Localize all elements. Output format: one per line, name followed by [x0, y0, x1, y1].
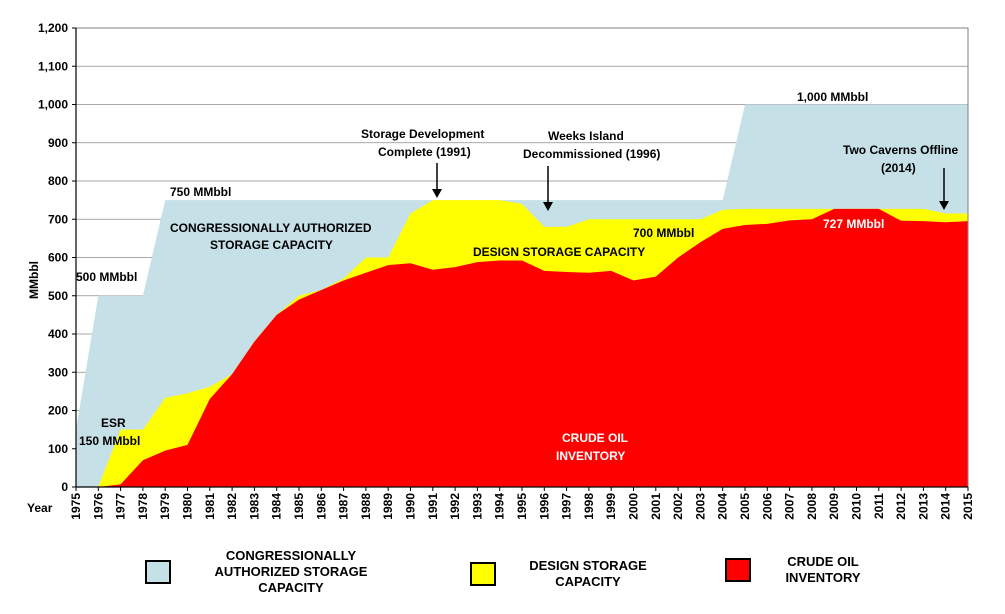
x-tick-label: 1980: [181, 493, 195, 520]
label-crude-line1: CRUDE OIL: [562, 431, 628, 445]
x-tick-label: 1999: [604, 493, 618, 520]
y-tick-label: 100: [48, 442, 68, 456]
x-tick-label: 1976: [91, 493, 105, 520]
legend-swatch-crude: [725, 558, 751, 582]
legend-crude-line2: INVENTORY: [785, 570, 861, 585]
x-tick-label: 1979: [158, 493, 172, 520]
annotation-1000-mmbbl: 1,000 MMbbl: [797, 90, 868, 104]
x-tick-label: 1993: [470, 493, 484, 520]
x-tick-label: 2009: [827, 493, 841, 520]
x-tick-label: 1994: [493, 493, 507, 520]
legend-label-authorized: CONGRESSIONALLY AUTHORIZED STORAGE CAPAC…: [201, 548, 381, 596]
annotation-weeks-line2: Decommissioned (1996): [523, 147, 660, 161]
x-tick-label: 1986: [314, 493, 328, 520]
y-tick-label: 300: [48, 365, 68, 379]
x-tick-label: 2011: [872, 493, 886, 519]
y-tick-label: 1,200: [38, 21, 68, 35]
x-tick-label: 2006: [760, 493, 774, 520]
y-tick-label: 1,000: [38, 98, 68, 112]
x-tick-label: 2012: [894, 493, 908, 520]
x-tick-label: 1991: [426, 493, 440, 520]
x-tick-label: 2014: [939, 493, 953, 520]
x-tick-label: 1995: [515, 493, 529, 520]
x-tick-label: 1990: [404, 493, 418, 520]
y-tick-label: 400: [48, 327, 68, 341]
x-tick-label: 2000: [627, 493, 641, 520]
area-crude: [76, 208, 968, 488]
y-tick-label: 900: [48, 136, 68, 150]
y-tick-label: 500: [48, 289, 68, 303]
x-tick-label: 2015: [961, 493, 975, 520]
y-tick-label: 700: [48, 212, 68, 226]
x-tick-label: 1978: [136, 493, 150, 520]
y-tick-label: 800: [48, 174, 68, 188]
x-axis-label: Year: [27, 501, 53, 515]
y-axis-label: MMbbl: [27, 261, 41, 299]
x-tick-label: 2008: [805, 493, 819, 520]
legend-item-authorized: CONGRESSIONALLY AUTHORIZED STORAGE CAPAC…: [145, 548, 381, 596]
annotation-150-mmbbl: 150 MMbbl: [79, 434, 140, 448]
y-tick-label: 600: [48, 251, 68, 265]
label-authorized-line2: STORAGE CAPACITY: [210, 238, 333, 252]
annotation-dev-line1: Storage Development: [361, 127, 484, 141]
annotation-727-mmbbl: 727 MMbbl: [823, 217, 884, 231]
legend-label-crude: CRUDE OIL INVENTORY: [773, 554, 873, 586]
label-crude-line2: INVENTORY: [556, 449, 625, 463]
y-tick-label: 1,100: [38, 59, 68, 73]
legend-authorized-line1: CONGRESSIONALLY: [225, 548, 357, 563]
arrow-weeks-island: [543, 166, 553, 211]
x-tick-label: 1981: [203, 493, 217, 520]
x-tick-label: 1987: [337, 493, 351, 520]
annotation-weeks-line1: Weeks Island: [548, 129, 624, 143]
annotation-caverns-line1: Two Caverns Offline: [843, 143, 958, 157]
x-tick-label: 2003: [693, 493, 707, 520]
legend-swatch-authorized: [145, 560, 171, 584]
x-tick-label: 1997: [560, 493, 574, 520]
label-authorized-line1: CONGRESSIONALLY AUTHORIZED: [170, 221, 372, 235]
x-tick-label: 1989: [381, 493, 395, 520]
x-tick-label: 1977: [114, 493, 128, 520]
annotation-500-mmbbl: 500 MMbbl: [76, 270, 137, 284]
legend-swatch-design: [470, 562, 496, 586]
x-tick-label: 2010: [850, 493, 864, 520]
y-tick-label: 0: [61, 480, 68, 494]
x-tick-label: 1983: [247, 493, 261, 520]
legend-design-line1: DESIGN STORAGE: [529, 558, 647, 573]
y-tick-label: 200: [48, 404, 68, 418]
annotation-700-mmbbl: 700 MMbbl: [633, 226, 694, 240]
annotation-dev-line2: Complete (1991): [378, 145, 471, 159]
x-tick-label: 1975: [69, 493, 83, 520]
area-series: [76, 104, 968, 488]
annotation-750-mmbbl: 750 MMbbl: [170, 185, 231, 199]
x-tick-label: 2005: [738, 493, 752, 520]
legend-item-design: DESIGN STORAGE CAPACITY: [470, 558, 658, 590]
legend-authorized-line2: AUTHORIZED STORAGE: [214, 564, 368, 579]
x-tick-label: 1996: [537, 493, 551, 520]
annotation-caverns-line2: (2014): [881, 161, 916, 175]
x-tick-label: 1984: [270, 493, 284, 520]
x-tick-label: 1982: [225, 493, 239, 520]
x-tick-label: 2001: [649, 493, 663, 520]
label-design-storage: DESIGN STORAGE CAPACITY: [473, 245, 645, 259]
y-tick-labels: 0 100 200 300 400 500 600 700 800 900 1,000 1,100 1,…: [38, 21, 76, 494]
arrow-storage-development: [432, 163, 442, 198]
legend-design-line2: CAPACITY: [555, 574, 621, 589]
legend-crude-line1: CRUDE OIL: [787, 554, 859, 569]
x-tick-label: 2013: [916, 493, 930, 520]
legend-item-crude: CRUDE OIL INVENTORY: [725, 554, 873, 586]
arrow-two-caverns: [939, 168, 949, 210]
x-tick-label: 1992: [448, 493, 462, 520]
x-tick-label: 2007: [783, 493, 797, 520]
annotation-esr: ESR: [101, 416, 126, 430]
x-tick-label: 1988: [359, 493, 373, 520]
x-tick-label: 2002: [671, 493, 685, 520]
x-tick-labels: 1975 1976 1977 1978 1979 1980 1981 1982 1983 1984…: [69, 487, 975, 520]
x-tick-label: 1998: [582, 493, 596, 520]
x-tick-label: 1985: [292, 493, 306, 520]
legend-authorized-line3: CAPACITY: [258, 580, 324, 595]
x-tick-label: 2004: [716, 493, 730, 520]
legend-label-design: DESIGN STORAGE CAPACITY: [518, 558, 658, 590]
